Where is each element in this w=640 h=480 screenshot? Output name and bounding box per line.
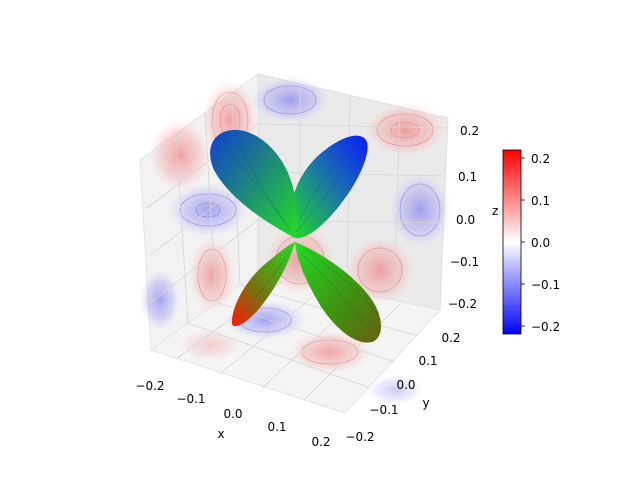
z-tick-label: −0.2	[448, 297, 477, 311]
x-tick-label: 0.2	[311, 435, 330, 449]
floor-blue-right	[365, 374, 425, 406]
colorbar-tick-label: 0.2	[531, 152, 550, 166]
z-tick-label: −0.1	[450, 255, 479, 269]
z-tick-label: 0.0	[456, 213, 475, 227]
left-wall-red-mid	[146, 115, 214, 195]
x-tick-label: −0.1	[176, 392, 205, 406]
x-tick-label: 0.0	[223, 407, 242, 421]
x-tick-label: 0.1	[267, 420, 286, 434]
right-wall-blue-top	[246, 74, 334, 126]
colorbar: 0.2 0.1 0.0 −0.1 −0.2	[502, 149, 560, 335]
floor-red-left	[176, 327, 244, 363]
colorbar-ticks	[521, 157, 525, 327]
lobe-lower-left	[231, 242, 295, 327]
y-tick-label: 0.2	[441, 331, 460, 345]
z-tick-label: 0.2	[460, 124, 479, 138]
colorbar-tick-label: −0.2	[531, 320, 560, 334]
left-wall-red-low	[186, 233, 238, 317]
mesh-lines	[221, 134, 379, 331]
contour-projections	[138, 74, 454, 406]
y-tick-label: −0.2	[345, 430, 374, 444]
left-wall-blue-low	[138, 266, 182, 334]
lobe-upper-left	[210, 129, 298, 238]
colorbar-gradient	[502, 149, 522, 335]
y-axis-label: y	[422, 396, 429, 410]
y-tick-label: 0.1	[418, 354, 437, 368]
right-wall-red-top	[360, 100, 450, 160]
lobe-upper-right	[290, 135, 368, 239]
orbital-surface	[210, 129, 381, 343]
lobe-lower-right	[295, 242, 381, 343]
x-tick-label: −0.2	[135, 379, 164, 393]
z-axis: 0.2 0.1 0.0 −0.1 −0.2 z	[448, 124, 498, 311]
colorbar-tick-label: 0.1	[531, 194, 550, 208]
z-tick-label: 0.1	[458, 170, 477, 184]
contour-lines-blue	[179, 85, 441, 333]
colorbar-tick-label: −0.1	[531, 278, 560, 292]
x-axis-label: x	[217, 427, 224, 441]
y-tick-label: −0.1	[369, 403, 398, 417]
left-wall-blue-mid	[163, 180, 253, 240]
z-axis-label: z	[492, 204, 498, 218]
colorbar-tick-label: 0.0	[531, 236, 550, 250]
right-wall-blue-mid	[386, 168, 454, 252]
x-axis: −0.2 −0.1 0.0 0.1 0.2 x	[135, 379, 330, 449]
y-tick-label: 0.0	[396, 378, 415, 392]
floor-red-center	[284, 328, 376, 376]
y-axis: −0.2 −0.1 0.0 0.1 0.2 y	[345, 331, 460, 444]
